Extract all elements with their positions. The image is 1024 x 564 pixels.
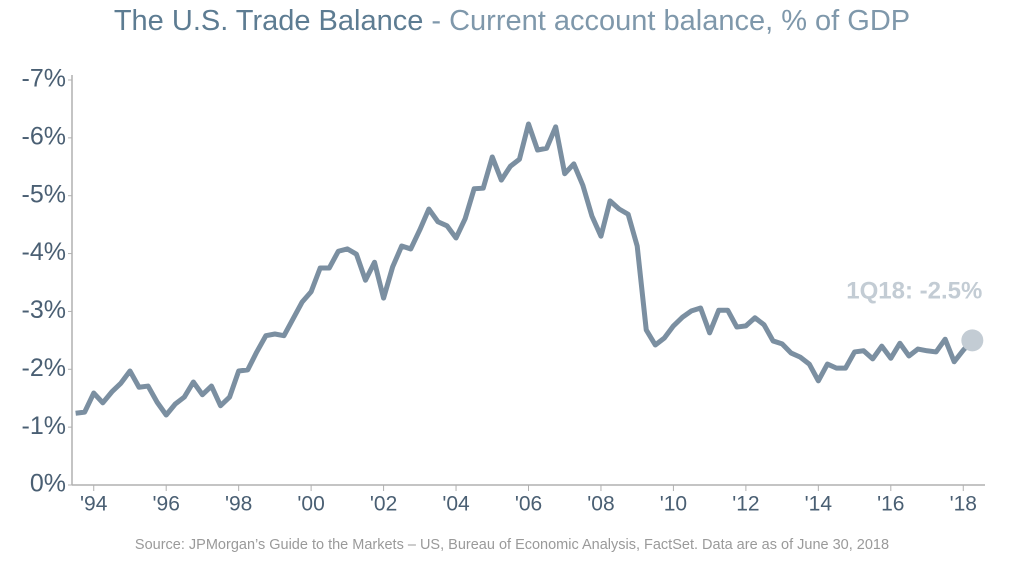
x-tick-label: '08 [587, 493, 614, 516]
x-tick-label: '06 [515, 493, 542, 516]
x-tick-label: '96 [153, 493, 180, 516]
highlight-point [961, 329, 984, 352]
x-tick-label: '16 [877, 493, 904, 516]
y-tick-label: -4% [22, 238, 66, 266]
y-tick-label: -2% [22, 354, 66, 382]
y-tick-label: -1% [22, 412, 66, 440]
annotation: 1Q18: -2.5% [846, 278, 982, 305]
x-tick-label: '04 [442, 493, 470, 516]
x-tick-label: '98 [225, 493, 252, 516]
chart-subtitle: - Current account balance, % of GDP [423, 5, 910, 37]
x-tick-label: '14 [805, 493, 833, 516]
y-tick-label: -3% [22, 296, 66, 324]
chart-title-line: The U.S. Trade Balance - Current account… [114, 5, 910, 37]
x-tick-label: '12 [732, 493, 759, 516]
x-tick-label: '00 [297, 493, 324, 516]
x-tick-label: '10 [660, 493, 687, 516]
x-tick-label: '18 [950, 493, 977, 516]
x-tick-label: '02 [370, 493, 397, 516]
x-tick-label: '94 [80, 493, 108, 516]
y-tick-label: -5% [22, 180, 66, 208]
y-tick-label: 0% [30, 470, 66, 498]
data-line [75, 121, 975, 418]
source-note: Source: JPMorgan’s Guide to the Markets … [135, 537, 889, 553]
y-tick-label: -7% [22, 65, 66, 93]
chart-title: The U.S. Trade Balance [114, 5, 424, 37]
y-tick-label: -6% [22, 122, 66, 150]
